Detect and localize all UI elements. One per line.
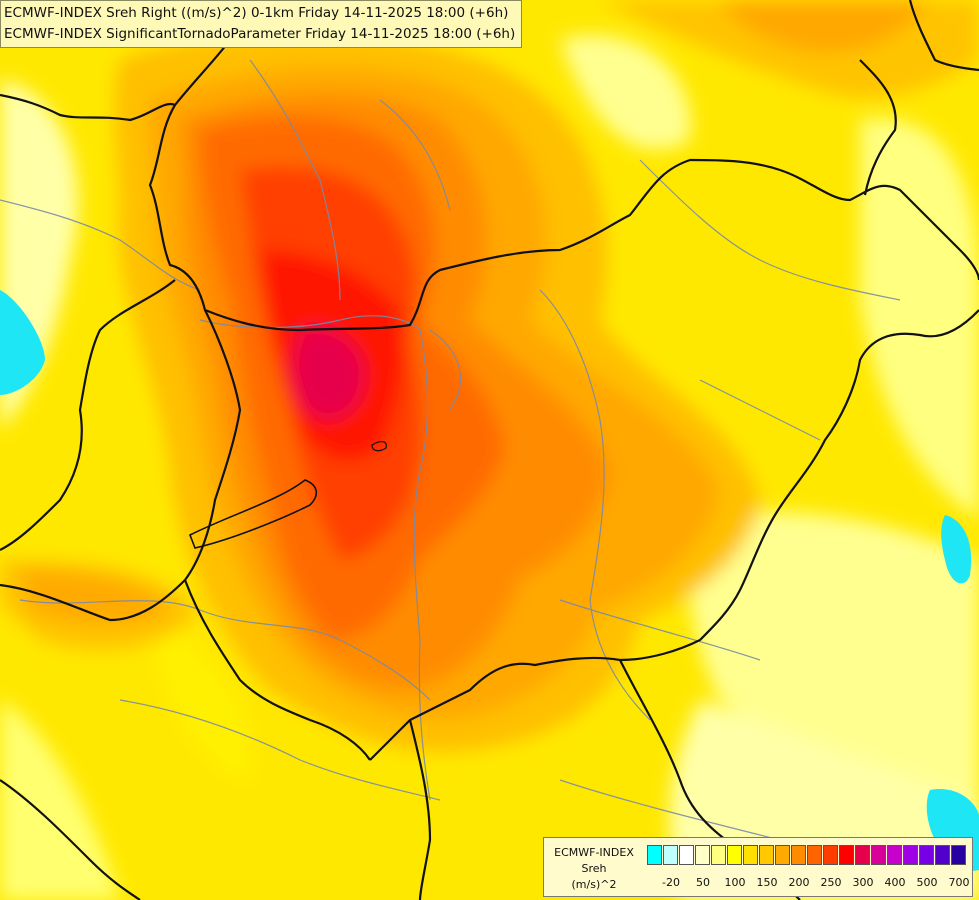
- legend-swatches: [647, 845, 967, 865]
- low-value-area-east: [941, 515, 972, 584]
- title-line-sreh: ECMWF-INDEX Sreh Right ((m/s)^2) 0-1km F…: [4, 5, 509, 21]
- legend-tick-label: -20: [662, 876, 680, 889]
- legend-swatch: [823, 845, 838, 865]
- legend-swatch: [791, 845, 806, 865]
- title-box: ECMWF-INDEX Sreh Right ((m/s)^2) 0-1km F…: [0, 0, 523, 48]
- legend-swatch: [871, 845, 886, 865]
- legend-swatch: [711, 845, 726, 865]
- legend-swatch: [903, 845, 918, 865]
- legend-swatch: [695, 845, 710, 865]
- legend-swatch: [919, 845, 934, 865]
- legend-swatch: [951, 845, 966, 865]
- legend-tick-label: 150: [756, 876, 778, 889]
- legend-swatch: [647, 845, 662, 865]
- title-line-stp: ECMWF-INDEX SignificantTornadoParameter …: [4, 26, 516, 42]
- legend-swatch: [743, 845, 758, 865]
- legend-swatch: [727, 845, 742, 865]
- legend-tick-label: 400: [884, 876, 906, 889]
- rivers: [0, 59, 961, 871]
- legend-swatch: [855, 845, 870, 865]
- lake-outline: [188, 479, 318, 549]
- legend-swatch: [679, 845, 694, 865]
- legend-swatch: [807, 845, 822, 865]
- color-legend: ECMWF-INDEX Sreh (m/s)^2 -20 50 100 150 200 2…: [543, 837, 973, 897]
- legend-swatch: [759, 845, 774, 865]
- legend-ticks: -20 50 100 150 200 250 300 400 500 700: [647, 876, 969, 890]
- legend-tick-label: 50: [696, 876, 710, 889]
- legend-swatch: [775, 845, 790, 865]
- legend-tick-label: 100: [724, 876, 746, 889]
- legend-swatch: [663, 845, 678, 865]
- small-lake: [371, 441, 387, 452]
- legend-unit-label: (m/s)^2: [571, 878, 617, 891]
- legend-tick-label: 250: [820, 876, 842, 889]
- legend-tick-label: 200: [788, 876, 810, 889]
- low-value-area-west: [0, 290, 45, 395]
- legend-variable-label: Sreh: [581, 862, 607, 875]
- legend-tick-label: 300: [852, 876, 874, 889]
- legend-swatch: [887, 845, 902, 865]
- legend-tick-label: 700: [948, 876, 970, 889]
- legend-swatch: [935, 845, 950, 865]
- legend-model-label: ECMWF-INDEX: [554, 846, 634, 859]
- legend-swatch: [839, 845, 854, 865]
- legend-tick-label: 500: [916, 876, 938, 889]
